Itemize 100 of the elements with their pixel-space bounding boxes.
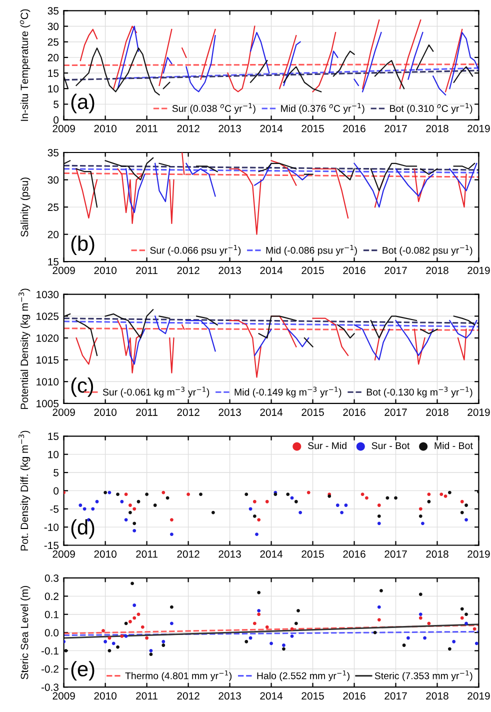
- point: [104, 640, 108, 644]
- point: [421, 522, 424, 526]
- x-tick-label: 2015: [302, 408, 324, 416]
- point: [290, 627, 294, 631]
- x-tick-label: 2016: [343, 124, 366, 132]
- point: [128, 620, 132, 624]
- point: [464, 622, 468, 626]
- y-axis-title: Potential Density (kg m$^{−3}$): [18, 288, 30, 409]
- x-tick-label: 2010: [94, 124, 116, 132]
- legend-label: Sur - Mid: [308, 442, 346, 450]
- point: [108, 649, 112, 652]
- point: [124, 518, 128, 522]
- point: [140, 625, 144, 629]
- x-tick-label: 2014: [260, 266, 283, 274]
- point: [464, 504, 468, 507]
- x-tick-label: 2018: [426, 692, 448, 700]
- point: [306, 490, 310, 494]
- y-tick-label: 15: [48, 432, 59, 440]
- legend-label: Sur (-0.066 psu yr$^{−1}$): [150, 244, 241, 256]
- y-tick-label: 1005: [36, 400, 59, 408]
- y-tick-label: 10: [48, 450, 59, 458]
- x-tick-label: 2011: [136, 266, 158, 274]
- annotation: (c): [71, 377, 94, 397]
- x-tick-label: 2016: [343, 550, 366, 558]
- point: [460, 500, 464, 504]
- point: [199, 492, 202, 496]
- point: [120, 634, 124, 638]
- point: [464, 612, 468, 616]
- point: [104, 490, 108, 494]
- legend-label: Sur (-0.061 kg m$^{−3}$ yr$^{−1}$): [102, 386, 210, 398]
- x-tick-label: 2012: [177, 692, 200, 700]
- x-tick-label: 2019: [468, 692, 490, 700]
- point: [418, 514, 422, 518]
- legend-label: Bot (-0.130 kg m$^{−3}$ yr$^{−1}$): [366, 386, 472, 398]
- point: [265, 625, 269, 629]
- y-axis-title: Steric Sea Level (m): [20, 586, 30, 680]
- y-tick-label: 15: [48, 258, 59, 266]
- point: [244, 492, 248, 496]
- x-tick-label: 2013: [218, 124, 241, 132]
- x-tick-label: 2019: [468, 266, 490, 274]
- point: [418, 616, 422, 620]
- y-tick-label: 35: [48, 7, 59, 15]
- y-tick-label: 1015: [36, 356, 59, 364]
- legend-label: Thermo (4.801 mm yr$^{−1}$): [125, 670, 232, 682]
- x-tick-label: 2019: [468, 124, 490, 132]
- legend-label: Mid (-0.149 kg m$^{−3}$ yr$^{−1}$): [234, 386, 342, 398]
- y-tick-label: -5: [50, 505, 59, 513]
- point: [136, 500, 140, 504]
- point: [448, 647, 452, 651]
- point: [124, 492, 128, 496]
- point: [427, 622, 431, 626]
- point: [298, 510, 302, 514]
- x-tick-label: 2009: [52, 550, 75, 558]
- x-tick-label: 2010: [94, 692, 116, 700]
- y-tick-label: 0.2: [44, 592, 58, 600]
- x-tick-label: 2011: [136, 692, 158, 700]
- legend-label: Bot (-0.082 psu yr$^{−1}$): [382, 244, 472, 256]
- x-tick-label: 2019: [468, 550, 490, 558]
- legend-label: Mid (0.376 $^{o}$C yr$^{−1}$): [281, 103, 364, 114]
- point: [448, 490, 452, 494]
- y-axis-title: In-situ Temperature ($^{o}$C): [20, 9, 30, 121]
- point: [145, 492, 149, 496]
- x-tick-label: 2014: [260, 124, 283, 132]
- x-tick-label: 2011: [136, 124, 158, 132]
- x-tick-label: 2013: [218, 408, 241, 416]
- x-tick-label: 2013: [218, 692, 241, 700]
- legend-label: Sur - Bot: [372, 442, 410, 450]
- y-tick-label: 1020: [36, 334, 59, 342]
- y-tick-label: 0: [54, 487, 59, 495]
- point: [257, 590, 261, 594]
- y-tick-label: 30: [48, 176, 59, 184]
- x-tick-label: 2019: [468, 408, 490, 416]
- point: [365, 496, 368, 500]
- point: [124, 622, 128, 626]
- point: [444, 494, 448, 498]
- point: [427, 500, 431, 504]
- point: [294, 500, 298, 504]
- point: [296, 609, 300, 612]
- x-tick-label: 2014: [260, 550, 283, 558]
- x-tick-label: 2011: [136, 550, 158, 558]
- point: [336, 504, 340, 507]
- point: [186, 492, 190, 496]
- point: [394, 496, 398, 500]
- point: [452, 640, 456, 644]
- point: [286, 492, 290, 496]
- point: [170, 605, 174, 609]
- x-tick-label: 2017: [384, 550, 407, 558]
- point: [270, 642, 273, 646]
- x-tick-label: 2018: [426, 124, 448, 132]
- y-tick-label: 20: [48, 230, 59, 238]
- point: [162, 644, 166, 647]
- point: [132, 616, 136, 620]
- point: [120, 500, 124, 504]
- point: [257, 612, 261, 616]
- point: [360, 492, 364, 496]
- point: [402, 644, 406, 647]
- y-tick-label: 25: [48, 38, 59, 46]
- y-tick-label: 25: [48, 204, 59, 211]
- point: [290, 634, 294, 638]
- point: [377, 514, 381, 518]
